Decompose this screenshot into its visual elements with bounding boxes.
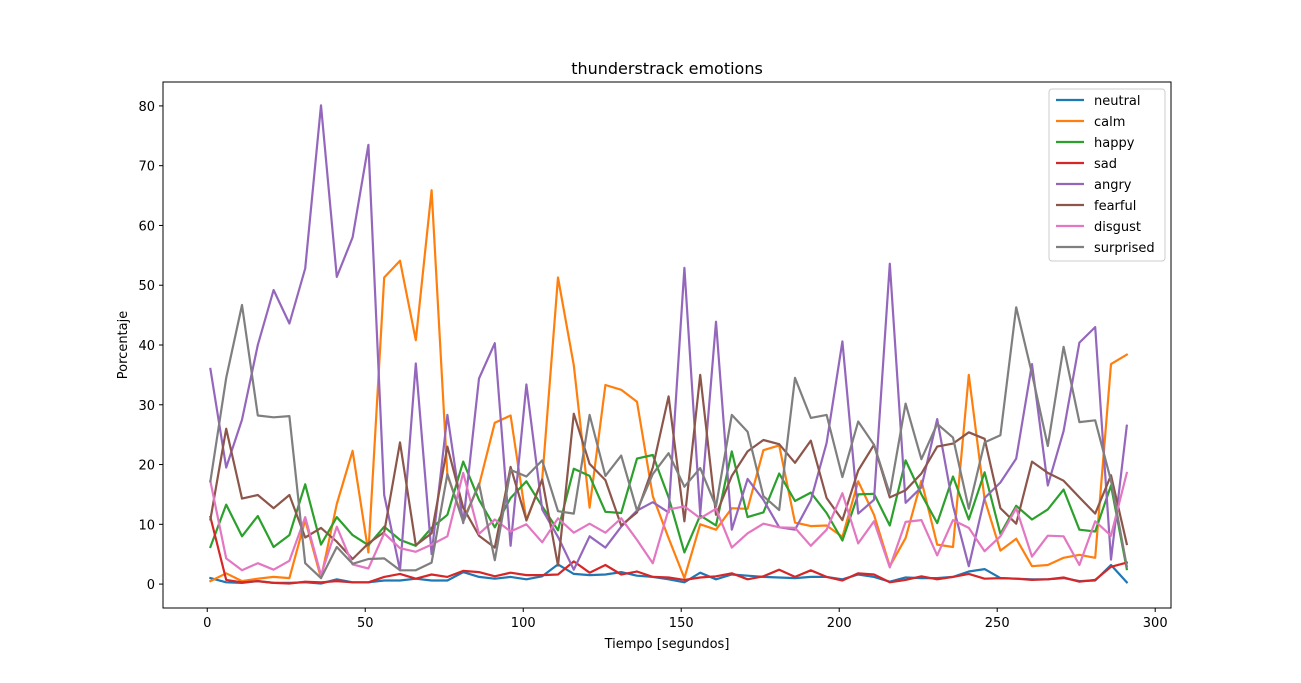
x-tick-label: 100: [511, 616, 536, 631]
x-axis: 0 50 100 150 200 250 300: [203, 608, 1168, 631]
legend-label-fearful: fearful: [1094, 199, 1136, 214]
series-line-surprised: [209, 303, 1129, 580]
legend: neutral calm happy sad angry fearful disgust su…: [1048, 88, 1166, 262]
y-tick-label: 40: [138, 339, 155, 354]
legend-label-surprised: surprised: [1094, 241, 1155, 256]
legend-label-sad: sad: [1094, 157, 1117, 172]
y-axis: 0 10 20 30 40 50 60 70 80: [138, 100, 163, 593]
y-tick-label: 10: [138, 518, 155, 533]
x-tick-label: 300: [1143, 616, 1168, 631]
series-layer: [208, 104, 1129, 585]
legend-label-angry: angry: [1094, 178, 1132, 193]
y-tick-label: 30: [138, 399, 155, 414]
series-line-fearful: [209, 373, 1129, 567]
y-tick-label: 70: [138, 160, 155, 175]
y-tick-label: 60: [138, 219, 155, 234]
legend-label-happy: happy: [1094, 136, 1135, 151]
legend-box: [1048, 88, 1166, 262]
x-axis-title: Tiempo [segundos]: [604, 637, 730, 652]
x-tick-label: 200: [827, 616, 852, 631]
legend-label-neutral: neutral: [1094, 94, 1141, 109]
legend-label-calm: calm: [1094, 115, 1125, 130]
y-tick-label: 80: [138, 100, 155, 115]
y-tick-label: 0: [147, 578, 155, 593]
x-tick-label: 150: [669, 616, 694, 631]
x-tick-label: 0: [203, 616, 211, 631]
legend-label-disgust: disgust: [1094, 220, 1141, 235]
series-line-disgust: [209, 471, 1129, 577]
chart-title: thunderstrack emotions: [571, 59, 763, 78]
series-line-calm: [208, 189, 1129, 583]
y-axis-title: Porcentaje: [116, 311, 131, 379]
y-tick-label: 50: [138, 279, 155, 294]
x-tick-label: 50: [357, 616, 374, 631]
series-line-sad: [209, 515, 1129, 585]
y-tick-label: 20: [138, 459, 155, 474]
x-tick-label: 250: [985, 616, 1010, 631]
